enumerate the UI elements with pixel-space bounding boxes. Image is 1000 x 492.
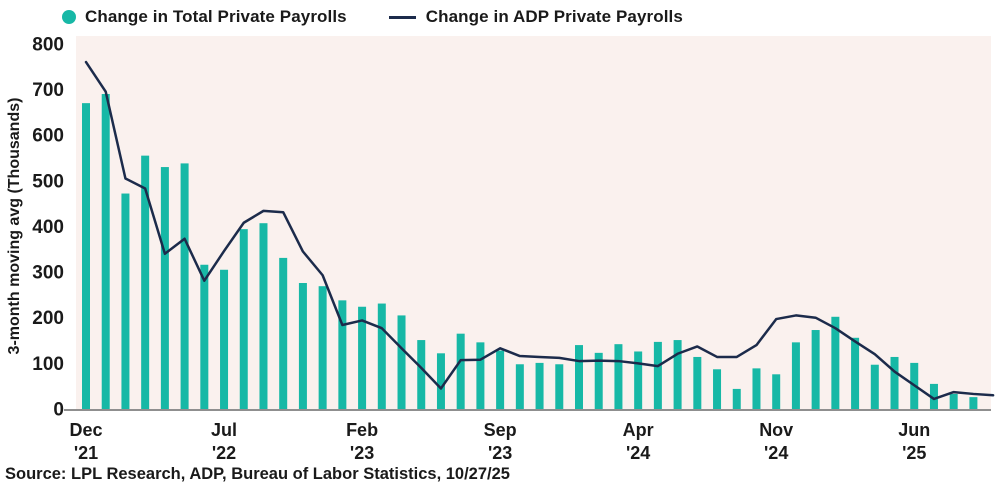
x-tick-year-label: '23 bbox=[350, 443, 374, 463]
x-tick-year-label: '23 bbox=[488, 443, 512, 463]
bar-Jul24 bbox=[693, 356, 702, 409]
bar-May25 bbox=[890, 356, 899, 409]
x-tick-year-label: '22 bbox=[212, 443, 236, 463]
bar-Sep24 bbox=[732, 388, 741, 409]
y-tick-label: 500 bbox=[32, 171, 64, 192]
x-tick-year-label: '25 bbox=[902, 443, 926, 463]
x-tick-month-label: Nov bbox=[759, 420, 793, 440]
bar-Oct23 bbox=[515, 364, 524, 409]
y-tick-label: 0 bbox=[53, 400, 64, 421]
bar-Sep22 bbox=[259, 223, 268, 409]
bar-Aug25 bbox=[949, 393, 958, 409]
bar-Dec21 bbox=[82, 103, 90, 410]
bar-Sep25 bbox=[969, 397, 978, 409]
bar-Feb25 bbox=[831, 316, 840, 409]
bar-Feb23 bbox=[358, 306, 367, 409]
x-tick-month-label: Jun bbox=[898, 420, 930, 440]
x-tick-month-label: Apr bbox=[623, 420, 654, 440]
adp-line bbox=[84, 60, 995, 401]
x-tick-year-label: '21 bbox=[74, 443, 98, 463]
bar-Jan22 bbox=[101, 94, 110, 409]
bar-Jun24 bbox=[673, 340, 682, 409]
bar-Jan24 bbox=[575, 345, 583, 409]
legend-label-total-payrolls: Change in Total Private Payrolls bbox=[85, 7, 347, 26]
bar-Apr25 bbox=[870, 364, 879, 409]
bar-Jun22 bbox=[200, 264, 209, 409]
chart-legend: Change in Total Private Payrolls Change … bbox=[62, 7, 683, 27]
bar-Jul23 bbox=[456, 333, 465, 409]
x-tick-month-label: Dec bbox=[69, 420, 102, 440]
bar-Mar23 bbox=[377, 303, 386, 409]
x-tick-month-label: Jul bbox=[211, 420, 237, 440]
x-tick-month-label: Sep bbox=[484, 420, 517, 440]
bar-Jul22 bbox=[220, 269, 229, 409]
y-tick-label: 600 bbox=[32, 126, 64, 147]
bar-Mar25 bbox=[851, 337, 860, 409]
bar-Dec24 bbox=[791, 342, 800, 409]
bar-Apr23 bbox=[397, 315, 406, 409]
bar-May22 bbox=[180, 163, 189, 409]
bar-May24 bbox=[653, 341, 662, 409]
y-tick-label: 700 bbox=[32, 80, 64, 101]
bar-Nov23 bbox=[535, 362, 544, 409]
x-tick-year-label: '24 bbox=[626, 443, 650, 463]
bar-Dec22 bbox=[318, 286, 327, 409]
bar-Jul25 bbox=[929, 383, 938, 409]
bar-Apr22 bbox=[160, 167, 169, 409]
y-tick-label: 200 bbox=[32, 308, 64, 329]
bar-Nov24 bbox=[772, 374, 781, 409]
bar-Mar22 bbox=[141, 155, 150, 409]
bar-Sep23 bbox=[496, 350, 505, 409]
y-tick-label: 800 bbox=[32, 34, 64, 55]
bar-Jan25 bbox=[811, 330, 820, 409]
bar-Jan23 bbox=[338, 300, 347, 409]
bar-Apr24 bbox=[634, 351, 643, 409]
bar-Oct24 bbox=[752, 368, 761, 409]
bar-May23 bbox=[417, 340, 426, 409]
bar-Aug23 bbox=[476, 342, 485, 409]
y-tick-label: 100 bbox=[32, 354, 64, 375]
x-tick-month-label: Feb bbox=[346, 420, 378, 440]
x-tick-year-label: '24 bbox=[764, 443, 788, 463]
total-payrolls-dot-icon bbox=[62, 10, 76, 24]
bar-Oct22 bbox=[279, 257, 288, 409]
bar-Aug22 bbox=[239, 229, 248, 409]
y-axis-title: 3-month moving avg (Thousands) bbox=[6, 97, 23, 355]
bar-Nov22 bbox=[298, 283, 307, 409]
legend-label-adp-payrolls: Change in ADP Private Payrolls bbox=[425, 7, 683, 26]
bar-Aug24 bbox=[713, 369, 722, 409]
bar-Dec23 bbox=[555, 364, 564, 409]
bar-Feb24 bbox=[594, 352, 603, 409]
source-note: Source: LPL Research, ADP, Bureau of Lab… bbox=[5, 465, 510, 483]
y-tick-label: 300 bbox=[32, 263, 64, 284]
y-tick-label: 400 bbox=[32, 217, 64, 238]
adp-line-swatch-icon bbox=[388, 15, 416, 19]
bar-Jun23 bbox=[436, 353, 445, 409]
bar-Mar24 bbox=[614, 344, 623, 409]
bar-Feb22 bbox=[121, 193, 130, 409]
